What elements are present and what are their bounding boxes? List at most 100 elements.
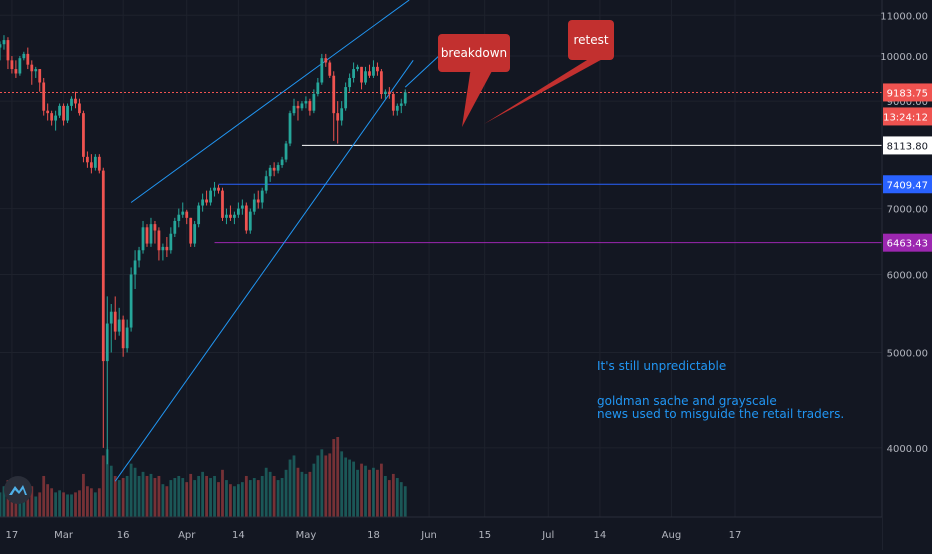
time-tick-label: Jun [420, 530, 437, 541]
candle [233, 211, 236, 225]
candle-body [244, 205, 248, 231]
time-tick-label: 14 [232, 530, 245, 541]
candle [300, 101, 304, 111]
candle [82, 110, 85, 163]
candle [113, 296, 117, 340]
candle-body [197, 205, 201, 225]
candle [376, 62, 379, 76]
volume-bar [181, 478, 185, 517]
candle-body [300, 103, 304, 109]
volume-bar [348, 459, 352, 517]
candle-body [153, 224, 157, 231]
candle-body [387, 91, 391, 95]
candle-body [304, 101, 308, 104]
volume-bar [125, 475, 129, 517]
candle [89, 154, 93, 174]
candle-body [324, 58, 328, 63]
candle-body [260, 190, 264, 203]
tradingview-logo-icon[interactable] [4, 476, 32, 504]
volume-bar [272, 475, 276, 517]
price-label-bg [883, 136, 932, 155]
callout-breakdown: breakdown [438, 34, 510, 127]
volume-bar [221, 469, 224, 517]
candle [141, 220, 145, 254]
candle-body [236, 208, 240, 215]
candle-body [54, 115, 58, 121]
time-tick-label: 18 [367, 530, 380, 541]
volume-bar [157, 475, 161, 517]
candle [296, 101, 300, 121]
candle [161, 243, 165, 261]
candle [97, 154, 101, 174]
volume-bars [0, 437, 407, 517]
candle-body [42, 82, 46, 111]
volume-bar [356, 469, 359, 517]
candle-body [332, 75, 336, 114]
candle-body [217, 187, 220, 191]
price-label-bg [883, 233, 932, 252]
volume-bar [185, 482, 189, 517]
candle-body [201, 199, 205, 206]
volume-bar [292, 455, 296, 517]
volume-bar [70, 494, 73, 517]
volume-bar [34, 496, 38, 517]
candle [0, 41, 2, 61]
volume-bar [304, 473, 308, 517]
volume-bar [2, 486, 6, 517]
candle [201, 193, 205, 212]
candle-body [50, 113, 54, 121]
candle-body [348, 77, 352, 88]
candle-body [129, 274, 133, 328]
candle-body [121, 319, 125, 349]
candle [109, 303, 113, 353]
candle-body [113, 311, 117, 332]
candle [14, 60, 18, 78]
callout-box [438, 34, 510, 72]
candle-body [22, 53, 26, 59]
candle-body [74, 98, 77, 104]
candle-body [376, 66, 379, 72]
volume-bar [368, 469, 371, 517]
callout-retest: retest [484, 20, 614, 124]
candles [0, 35, 407, 465]
candle-body [101, 170, 105, 362]
candle [352, 62, 355, 83]
candle-body [169, 233, 173, 251]
price-axis[interactable]: 11000.00 10000.00 9000.00 7000.00 6000.00 500… [880, 0, 932, 550]
time-tick-label: Jul [541, 530, 554, 541]
time-tick-label: 16 [117, 530, 130, 541]
candle [225, 208, 228, 225]
volume-bar [288, 459, 292, 517]
candle-body [308, 101, 312, 111]
time-tick-label: 14 [594, 530, 607, 541]
candle [46, 103, 50, 121]
candle [2, 35, 6, 50]
candle-body [391, 94, 395, 111]
candle [280, 156, 284, 168]
candle [364, 66, 367, 85]
volume-bar [113, 475, 117, 517]
candle-body [14, 69, 18, 74]
candle-body [280, 159, 284, 166]
candle [308, 98, 312, 116]
time-axis[interactable]: 17 Mar 16 Apr 14 May 18 Jun 15 Jul 14 Aug 17 [0, 516, 882, 550]
candle [213, 181, 216, 197]
volume-bar [141, 471, 145, 517]
volume-bar [30, 486, 34, 517]
volume-bar [109, 465, 113, 517]
candle-body [165, 246, 169, 251]
candle [383, 89, 387, 99]
candle [304, 96, 308, 109]
candle-body [344, 87, 348, 109]
candle [165, 236, 169, 258]
channel-line-1 [130, 0, 410, 203]
candle-body [58, 105, 61, 116]
candle-body [26, 53, 30, 65]
note-news: goldman sache and grayscale news used to… [597, 394, 845, 421]
candle-body [264, 176, 268, 191]
candle [209, 187, 212, 206]
volume-bar [240, 482, 244, 517]
